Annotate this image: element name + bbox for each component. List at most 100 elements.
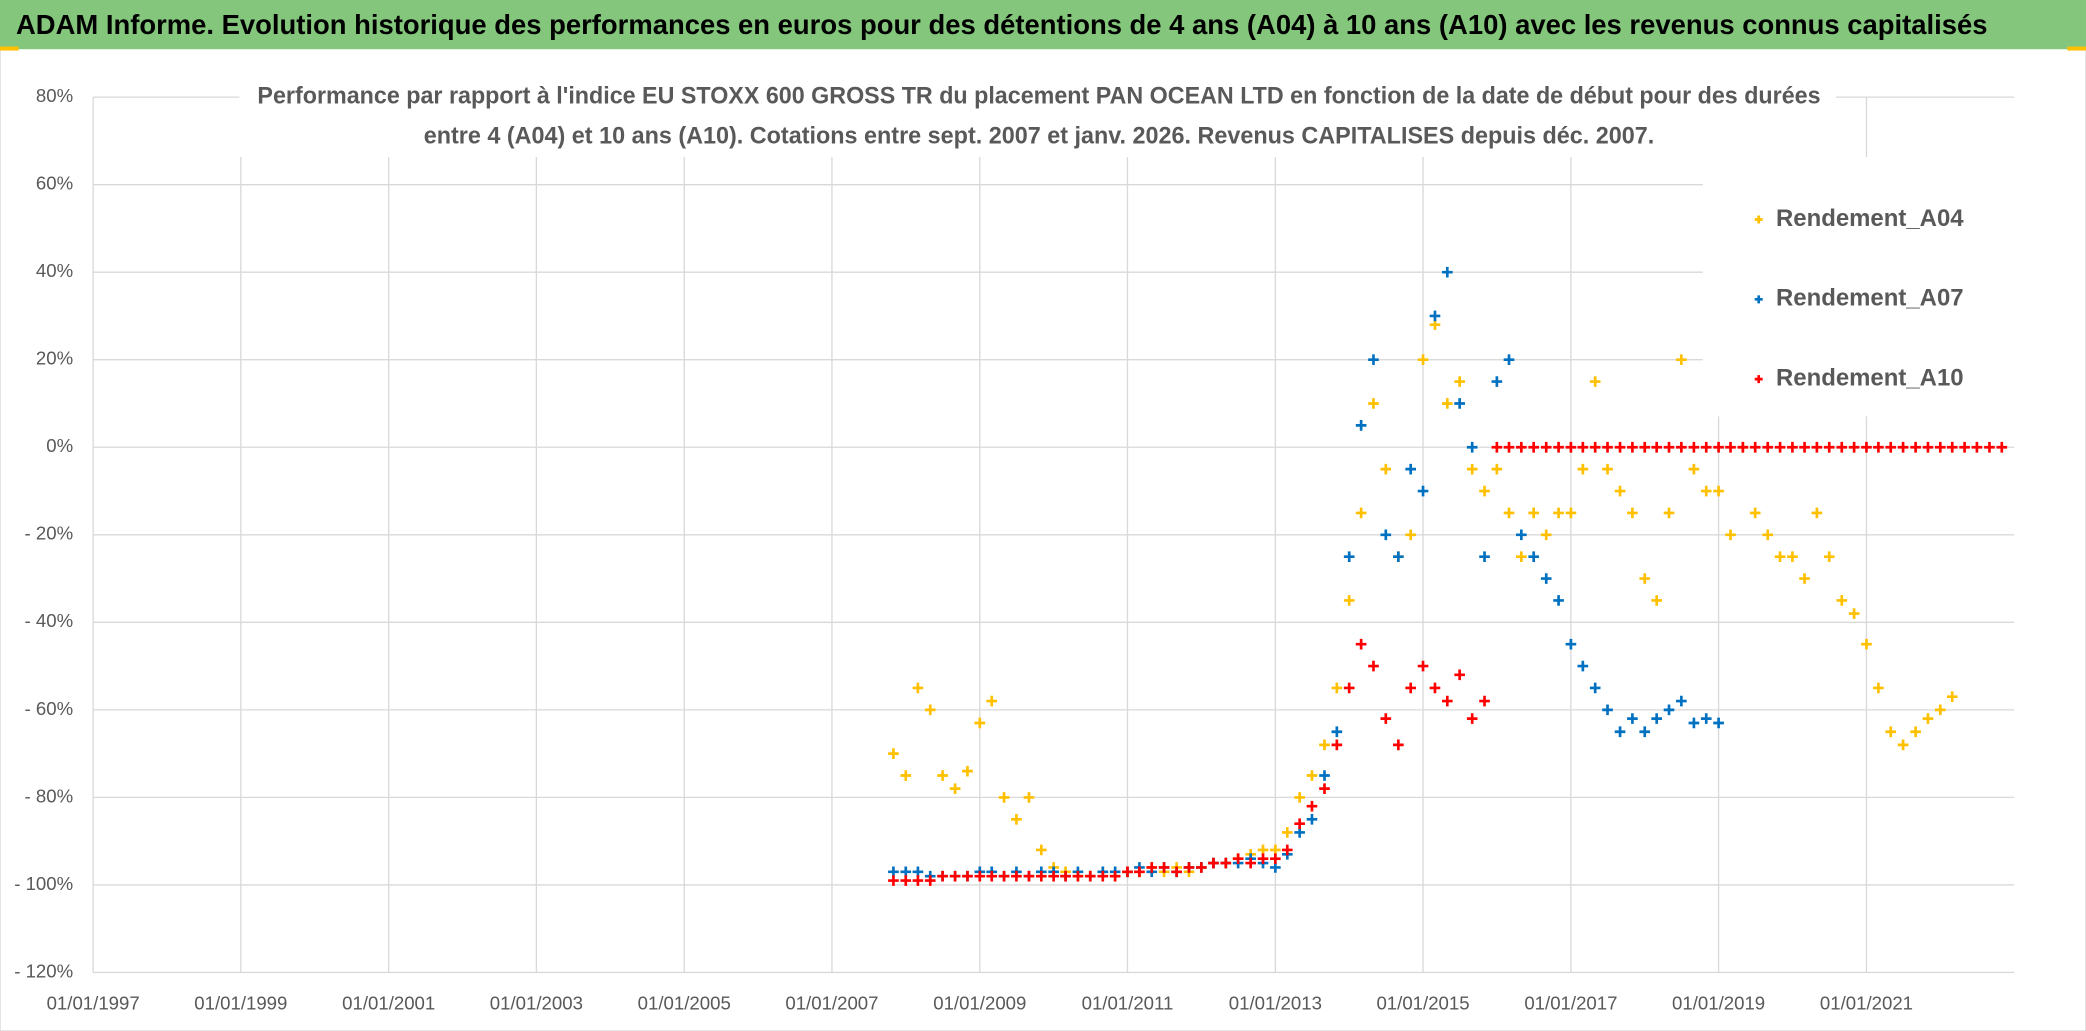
data-point <box>1589 376 1601 387</box>
data-point <box>1491 441 1503 453</box>
y-tick-label: - 40% <box>25 610 74 631</box>
data-point <box>912 875 924 886</box>
plot-area <box>888 266 2008 886</box>
data-point <box>1996 441 2008 453</box>
data-point <box>1688 463 1700 475</box>
data-point <box>962 765 973 777</box>
data-point <box>1823 441 1835 453</box>
data-point <box>1602 441 1613 453</box>
data-point <box>1466 713 1478 724</box>
subtitle-background <box>239 77 1836 157</box>
data-point <box>1700 485 1712 497</box>
x-tick-label: 01/01/2011 <box>1082 992 1174 1013</box>
data-point <box>1713 485 1724 497</box>
data-point <box>1663 704 1675 716</box>
data-point <box>1220 857 1232 869</box>
data-point <box>1281 844 1293 856</box>
data-point <box>1380 713 1392 724</box>
x-tick-label: 01/01/1997 <box>47 992 140 1013</box>
data-point <box>1885 441 1897 453</box>
data-point <box>1479 695 1490 707</box>
data-point <box>1651 713 1662 724</box>
data-point <box>1319 739 1330 751</box>
x-tick-label: 01/01/2003 <box>490 992 583 1013</box>
data-point <box>1441 398 1453 409</box>
y-tick-label: - 80% <box>25 785 74 806</box>
legend-label: Rendement_A04 <box>1776 205 1964 232</box>
data-point <box>1257 853 1269 864</box>
data-point <box>888 748 899 759</box>
data-point <box>1503 441 1515 453</box>
chart-subtitle: Performance par rapport à l'indice EU ST… <box>257 82 1820 109</box>
data-point <box>1688 441 1700 453</box>
data-point <box>1725 529 1736 541</box>
data-point <box>1651 441 1662 453</box>
data-point <box>1873 441 1884 453</box>
data-point <box>1873 682 1884 694</box>
data-point <box>998 870 1010 882</box>
data-point <box>1466 463 1478 475</box>
data-point <box>1245 857 1256 869</box>
data-point <box>1774 441 1786 453</box>
x-tick-label: 01/01/2009 <box>933 992 1026 1013</box>
data-point <box>1861 638 1872 650</box>
data-point <box>900 770 912 781</box>
data-point <box>1946 691 1958 703</box>
data-point <box>1848 441 1860 453</box>
page-title: ADAM Informe. Evolution historique des p… <box>16 9 1988 40</box>
data-point <box>1503 507 1515 519</box>
data-point <box>1368 398 1379 409</box>
data-point <box>1589 682 1601 694</box>
data-point <box>986 695 998 707</box>
data-point <box>1417 660 1429 672</box>
y-tick-label: 20% <box>36 348 73 369</box>
data-point <box>1097 870 1109 882</box>
data-point <box>1614 441 1626 453</box>
data-point <box>1787 441 1798 453</box>
header-bar <box>0 0 2086 50</box>
data-point <box>1454 669 1465 681</box>
data-point <box>1011 813 1022 825</box>
data-point <box>1343 682 1355 694</box>
x-tick-label: 01/01/2007 <box>785 992 878 1013</box>
data-point <box>924 704 936 716</box>
data-point <box>1910 441 1921 453</box>
legend-marker <box>1754 375 1763 384</box>
data-point <box>949 783 961 794</box>
data-point <box>1368 660 1379 672</box>
data-point <box>937 770 948 781</box>
data-point <box>1060 870 1071 882</box>
data-point <box>937 870 948 882</box>
data-point <box>1528 441 1540 453</box>
data-point <box>1528 507 1540 519</box>
data-point <box>1294 818 1305 829</box>
data-point <box>1614 726 1626 738</box>
data-point <box>1540 529 1552 541</box>
y-tick-label: 0% <box>46 435 73 456</box>
data-point <box>1897 739 1909 751</box>
data-point <box>1109 870 1121 882</box>
data-point <box>1183 862 1195 873</box>
data-point <box>1035 844 1047 856</box>
data-point <box>1491 463 1503 475</box>
data-point <box>1331 726 1343 738</box>
data-point <box>1429 310 1441 322</box>
data-point <box>1516 441 1527 453</box>
data-point <box>1528 551 1540 562</box>
data-point <box>1836 441 1848 453</box>
data-point <box>1627 507 1638 519</box>
data-point <box>1441 266 1453 278</box>
data-point <box>1676 441 1687 453</box>
data-point <box>1479 551 1490 562</box>
data-point <box>1725 441 1736 453</box>
data-point <box>1393 551 1404 562</box>
data-point <box>1627 713 1638 724</box>
data-point <box>1565 507 1577 519</box>
data-point <box>1405 529 1417 541</box>
data-point <box>1380 529 1392 541</box>
data-point <box>1355 420 1367 431</box>
data-point <box>1823 551 1835 562</box>
data-point <box>1934 441 1946 453</box>
data-point <box>1331 739 1343 751</box>
data-point <box>1380 463 1392 475</box>
